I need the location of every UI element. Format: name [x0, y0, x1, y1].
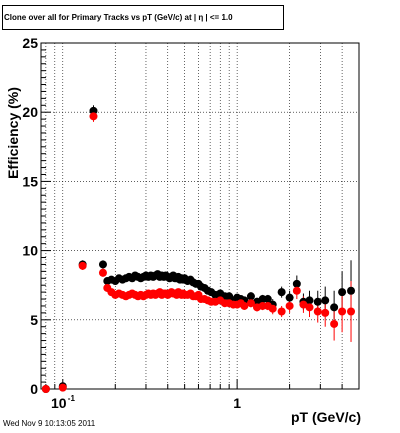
- chart-title: Clone over all for Primary Tracks vs pT …: [2, 5, 284, 30]
- data-point-series-2: [292, 286, 301, 295]
- x-axis-title: pT (GeV/c): [291, 409, 361, 425]
- y-tick-label: 20: [22, 104, 38, 120]
- y-axis-title: Efficiency (%): [5, 87, 21, 179]
- data-point-series-2: [277, 307, 286, 316]
- data-point-series-1: [305, 296, 314, 305]
- data-point-series-2: [41, 385, 50, 393]
- data-point-series-1: [246, 292, 255, 301]
- data-point-series-1: [263, 295, 272, 304]
- data-point-series-1: [338, 288, 347, 297]
- data-point-series-1: [347, 286, 356, 295]
- plot-frame: [40, 42, 360, 390]
- data-point-series-1: [313, 297, 322, 306]
- y-tick-label: 25: [22, 35, 38, 51]
- data-point-series-1: [98, 260, 107, 269]
- data-point-series-2: [246, 299, 255, 308]
- data-point-series-1: [292, 279, 301, 288]
- data-point-series-2: [58, 383, 67, 392]
- data-point-series-2: [78, 261, 87, 270]
- y-tick-label: 0: [30, 381, 38, 397]
- grid-lines: [41, 43, 360, 389]
- data-point-series-1: [89, 106, 98, 115]
- footer-timestamp: Wed Nov 9 10:13:05 2011: [3, 419, 96, 428]
- data-point-series-2: [321, 308, 330, 317]
- data-point-series-2: [338, 307, 347, 316]
- y-tick-label: 15: [22, 173, 38, 189]
- axis-ticks: [41, 42, 360, 390]
- data-point-series-2: [89, 112, 98, 121]
- data-points: [41, 106, 356, 393]
- data-point-series-2: [347, 307, 356, 316]
- data-point-series-2: [240, 301, 249, 310]
- x-tick-label: 10: [51, 395, 67, 411]
- data-point-series-1: [321, 296, 330, 305]
- y-tick-label: 5: [30, 312, 38, 328]
- data-point-series-2: [285, 301, 294, 310]
- data-point-series-2: [330, 319, 339, 328]
- data-point-series-2: [299, 300, 308, 309]
- data-point-series-2: [313, 307, 322, 316]
- x-tick-label: 1: [233, 395, 241, 411]
- y-tick-label: 10: [22, 243, 38, 259]
- x-tick-exponent: -1: [68, 394, 76, 403]
- data-point-series-1: [285, 293, 294, 302]
- data-point-series-2: [305, 303, 314, 312]
- data-point-series-2: [268, 304, 277, 313]
- data-point-series-1: [277, 288, 286, 297]
- data-point-series-2: [98, 268, 107, 277]
- data-point-series-1: [330, 303, 339, 312]
